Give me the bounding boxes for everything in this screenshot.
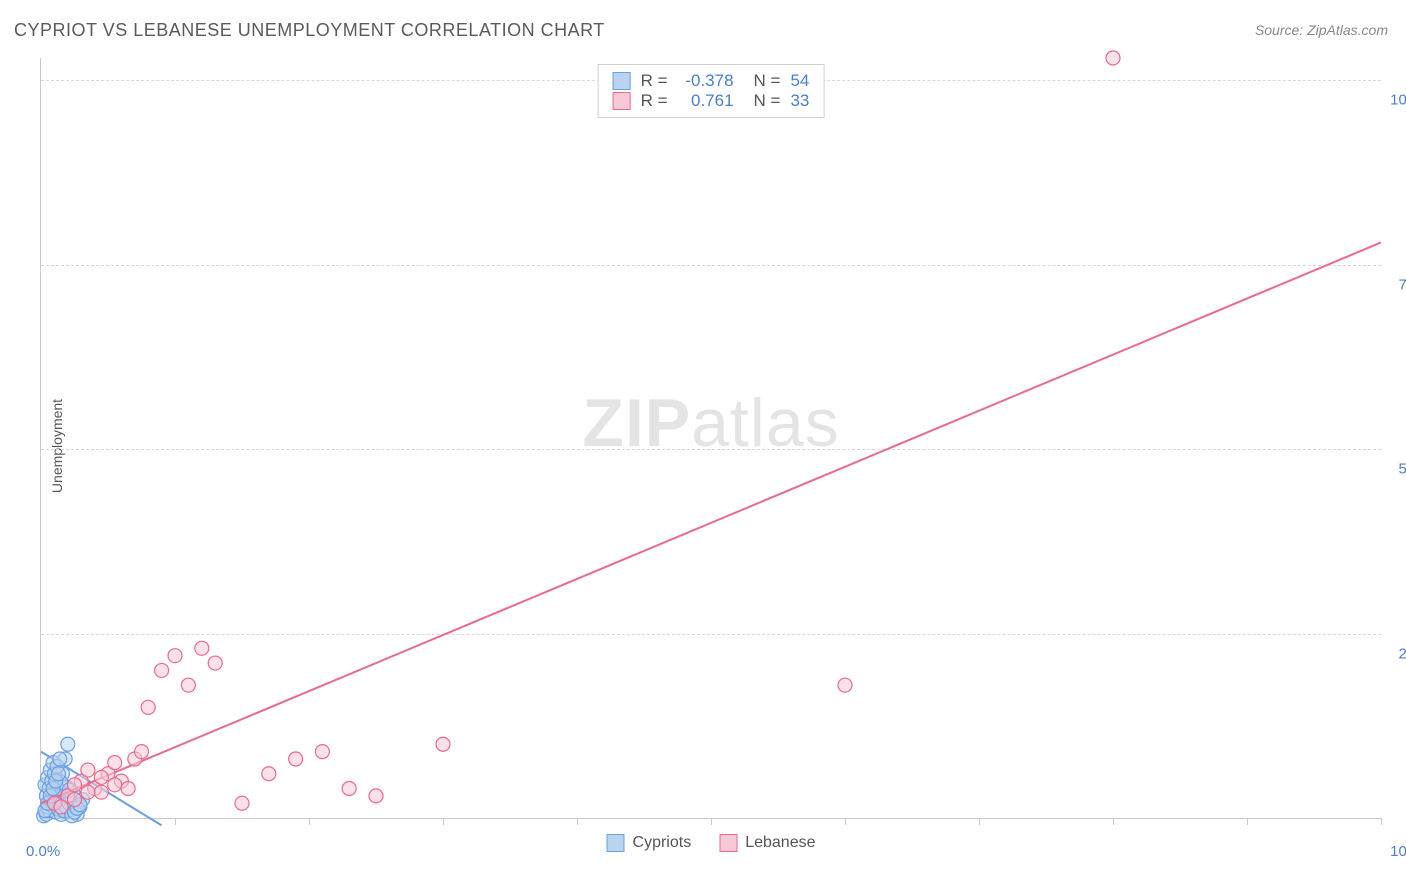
- swatch-cypriots: [607, 834, 625, 852]
- swatch-lebanese: [719, 834, 737, 852]
- legend-label-lebanese: Lebanese: [745, 834, 815, 852]
- y-tick-label: 25.0%: [1398, 645, 1406, 662]
- swatch-cypriots: [613, 72, 631, 90]
- y-tick-label: 50.0%: [1398, 461, 1406, 478]
- n-label: N =: [754, 91, 781, 111]
- swatch-lebanese: [613, 92, 631, 110]
- n-value-cypriots: 54: [790, 71, 809, 91]
- legend-row-cypriots: R = -0.378 N = 54: [613, 71, 810, 91]
- r-label: R =: [641, 71, 668, 91]
- source-label: Source:: [1255, 22, 1303, 38]
- scatter-svg: [41, 58, 1381, 818]
- n-label: N =: [754, 71, 781, 91]
- r-label: R =: [641, 91, 668, 111]
- y-tick-label: 75.0%: [1398, 276, 1406, 293]
- chart-title: CYPRIOT VS LEBANESE UNEMPLOYMENT CORRELA…: [14, 20, 605, 41]
- x-tick-min: 0.0%: [26, 843, 60, 860]
- r-value-cypriots: -0.378: [678, 71, 734, 91]
- y-tick-label: 100.0%: [1390, 92, 1406, 109]
- legend-item-cypriots: Cypriots: [607, 834, 692, 852]
- plot-area: ZIPatlas 25.0%50.0%75.0%100.0% R = -0.37…: [40, 58, 1381, 819]
- legend-row-lebanese: R = 0.761 N = 33: [613, 91, 810, 111]
- n-value-lebanese: 33: [790, 91, 809, 111]
- correlation-legend: R = -0.378 N = 54 R = 0.761 N = 33: [598, 64, 825, 118]
- legend-label-cypriots: Cypriots: [633, 834, 692, 852]
- series-legend: Cypriots Lebanese: [607, 834, 816, 852]
- source-value: ZipAtlas.com: [1307, 22, 1388, 38]
- x-tick-max: 100.0%: [1390, 843, 1406, 860]
- source-attribution: Source: ZipAtlas.com: [1255, 22, 1388, 38]
- chart-container: CYPRIOT VS LEBANESE UNEMPLOYMENT CORRELA…: [0, 0, 1406, 892]
- r-value-lebanese: 0.761: [678, 91, 734, 111]
- legend-item-lebanese: Lebanese: [719, 834, 815, 852]
